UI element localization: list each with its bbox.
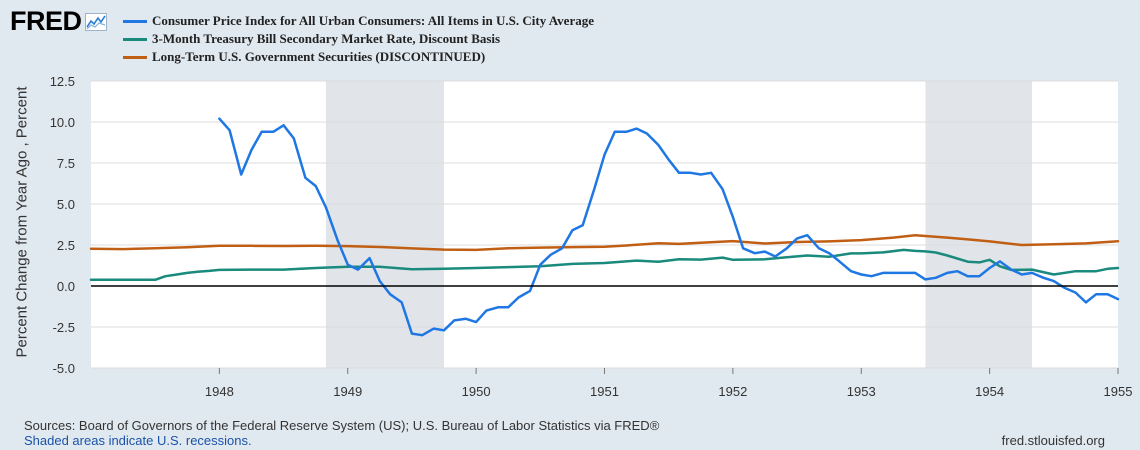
x-tick-label: 1952	[718, 384, 747, 399]
y-tick-label: 5.0	[57, 197, 75, 212]
line-chart[interactable]: 12.5 10.0 7.5 5.0 2.5 0.0 -2.5 -5.0 1948 1949 195…	[0, 0, 1140, 410]
series-line-longterm[interactable]	[89, 233, 1120, 252]
y-tick-label: 0.0	[57, 279, 75, 294]
legend-label-cpi: Consumer Price Index for All Urban Consu…	[152, 13, 594, 28]
recession-band-1	[925, 81, 1032, 368]
recession-band-0	[325, 81, 445, 368]
x-tick-label: 1955	[1104, 384, 1133, 399]
x-tick-label: 1953	[847, 384, 876, 399]
y-tick-label: 2.5	[57, 238, 75, 253]
x-tick-label: 1954	[975, 384, 1004, 399]
x-tick-label: 1949	[333, 384, 362, 399]
legend-swatch-tbill	[123, 37, 147, 41]
y-tick-label: -2.5	[53, 320, 75, 335]
y-tick-label: -5.0	[53, 361, 75, 376]
legend-item-cpi[interactable]: Consumer Price Index for All Urban Consu…	[123, 12, 594, 30]
y-tick-label: 7.5	[57, 156, 75, 171]
footer-sources: Sources: Board of Governors of the Feder…	[24, 418, 660, 433]
legend: Consumer Price Index for All Urban Consu…	[123, 12, 594, 66]
chart-logo-icon	[84, 12, 107, 31]
legend-item-tbill[interactable]: 3-Month Treasury Bill Secondary Market R…	[123, 30, 594, 48]
legend-item-longterm[interactable]: Long-Term U.S. Government Securities (DI…	[123, 48, 594, 66]
legend-label-longterm: Long-Term U.S. Government Securities (DI…	[152, 49, 486, 64]
fred-logo-text: FRED	[10, 6, 82, 36]
y-tick-label: 12.5	[50, 74, 75, 89]
footer-recession-note: Shaded areas indicate U.S. recessions.	[24, 433, 252, 448]
x-tick-label: 1951	[590, 384, 619, 399]
legend-swatch-cpi	[123, 19, 147, 23]
y-tick-label: 10.0	[50, 115, 75, 130]
x-tick-label: 1950	[462, 384, 491, 399]
x-tick-label: 1948	[205, 384, 234, 399]
legend-label-tbill: 3-Month Treasury Bill Secondary Market R…	[152, 31, 501, 46]
series-line-tbill[interactable]	[89, 248, 1120, 282]
fred-logo[interactable]: FRED	[10, 6, 107, 37]
footer-url[interactable]: fred.stlouisfed.org	[1001, 433, 1105, 448]
series-line-cpi[interactable]	[218, 117, 1120, 337]
legend-swatch-longterm	[123, 55, 147, 59]
